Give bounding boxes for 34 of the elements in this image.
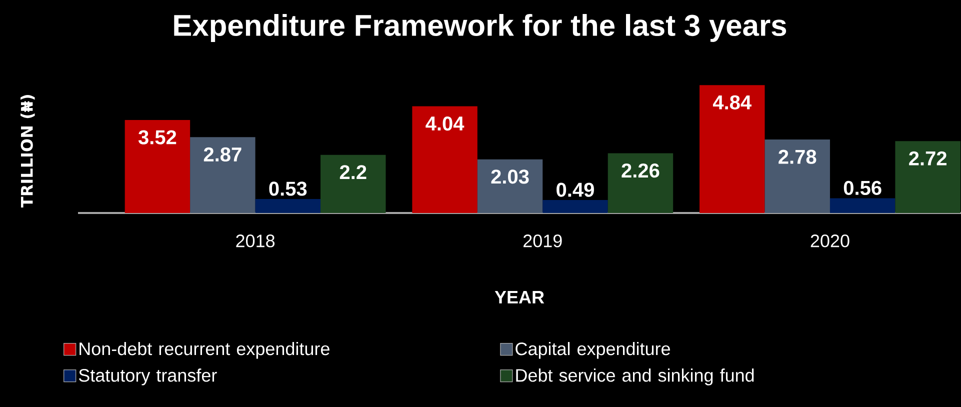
bar bbox=[895, 141, 960, 213]
chart-title: Expenditure Framework for the last 3 years bbox=[174, 14, 786, 42]
x-tick-label: 2018 bbox=[236, 234, 275, 248]
data-label: 3.52 bbox=[138, 130, 176, 144]
bar bbox=[320, 154, 386, 213]
bar bbox=[190, 137, 256, 213]
bar bbox=[124, 120, 190, 213]
data-label: 0.49 bbox=[556, 182, 594, 197]
data-label: 0.56 bbox=[844, 180, 882, 195]
x-tick-label: 2019 bbox=[524, 234, 562, 248]
bar bbox=[255, 198, 321, 213]
data-label: 2.26 bbox=[622, 164, 660, 178]
legend-label: Capital expenditure bbox=[516, 342, 670, 359]
data-label: 2.78 bbox=[778, 150, 816, 164]
bar bbox=[764, 140, 830, 213]
data-label: 2.72 bbox=[909, 151, 946, 166]
bar bbox=[830, 198, 896, 213]
bar bbox=[477, 159, 543, 213]
data-label: 4.84 bbox=[712, 95, 752, 110]
data-label: 2.03 bbox=[491, 170, 529, 184]
legend-label: Non-debt recurrent expenditure bbox=[80, 342, 330, 359]
bar bbox=[608, 153, 674, 213]
y-axis-title: TRILLION (₦) bbox=[20, 95, 35, 208]
bar bbox=[412, 106, 478, 213]
data-label: 4.04 bbox=[426, 116, 464, 131]
legend-label: Statutory transfer bbox=[78, 368, 217, 386]
bar bbox=[542, 200, 608, 213]
legend-label: Debt service and sinking fund bbox=[516, 368, 754, 386]
data-label: 2.2 bbox=[340, 165, 366, 180]
data-label: 0.53 bbox=[269, 182, 307, 196]
x-tick-label: 2020 bbox=[810, 234, 850, 248]
bar bbox=[700, 85, 765, 213]
data-label: 2.87 bbox=[204, 147, 242, 162]
x-axis-title: YEAR bbox=[494, 291, 544, 304]
